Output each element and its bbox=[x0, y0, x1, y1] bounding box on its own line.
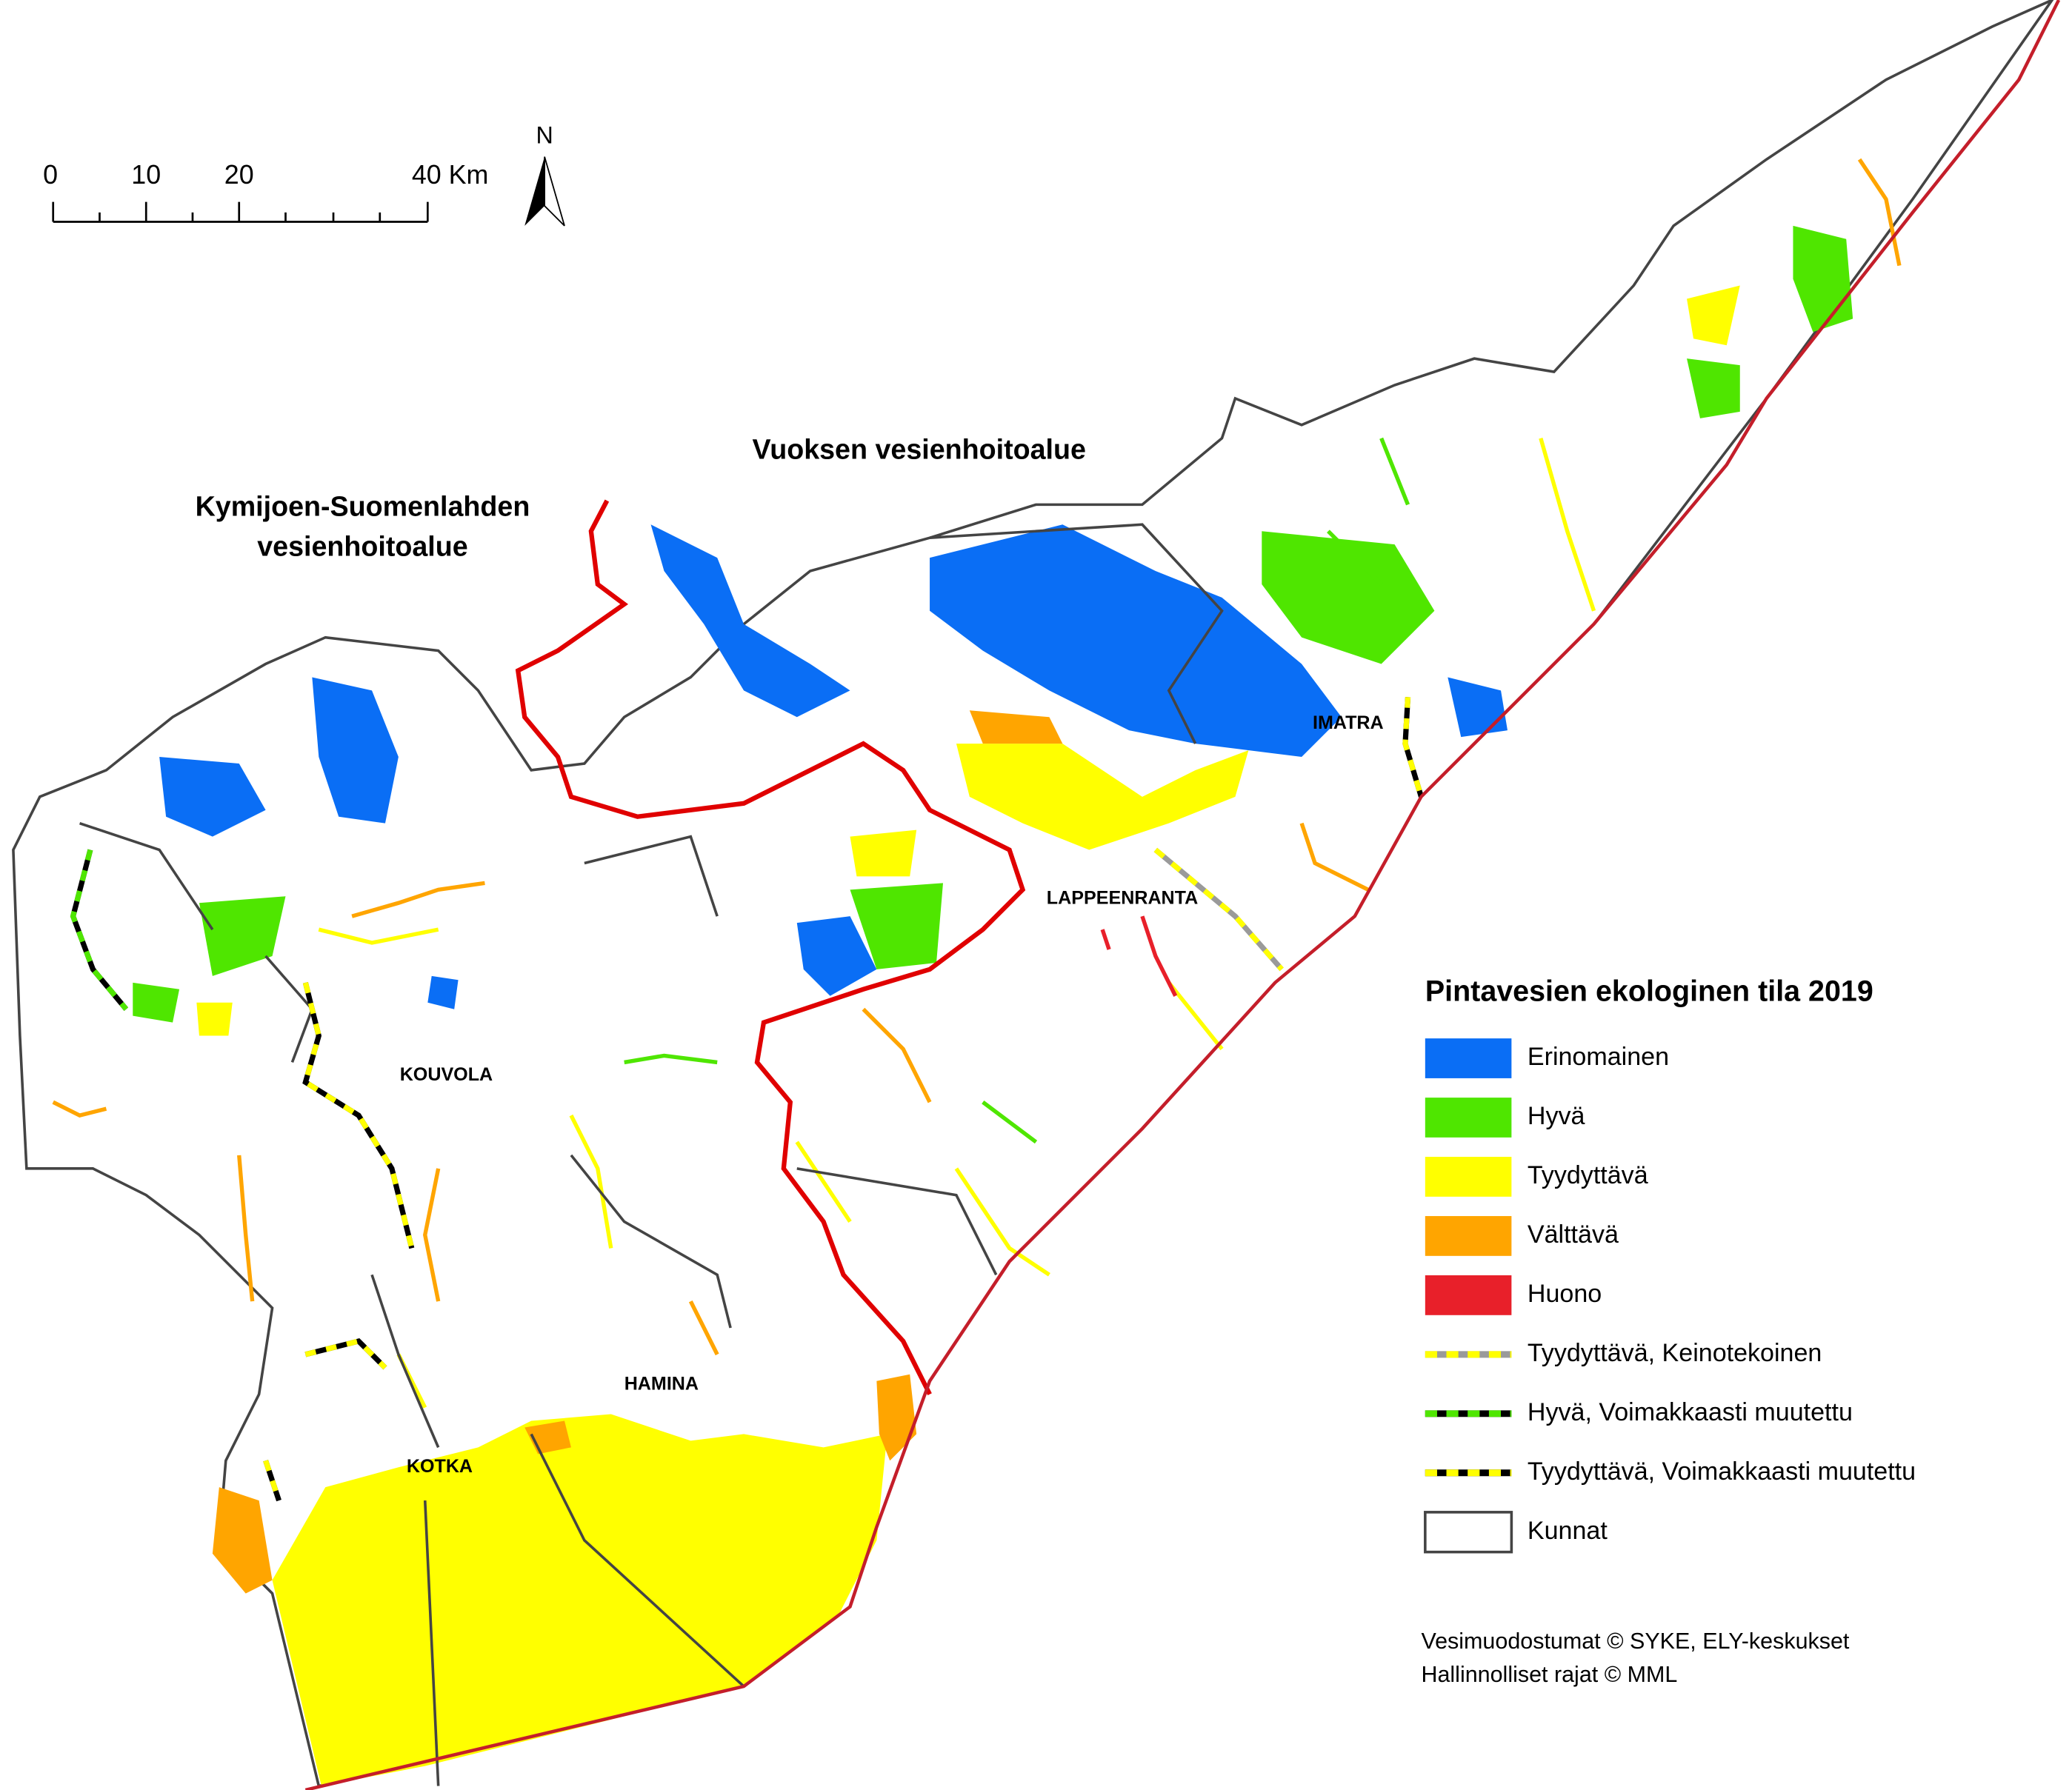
map-area bbox=[12, 0, 2061, 1790]
lake bbox=[650, 524, 850, 718]
place-label: KOTKA bbox=[407, 1456, 473, 1477]
river bbox=[1100, 915, 1178, 997]
lake bbox=[312, 677, 399, 824]
scale-ticks bbox=[52, 201, 429, 222]
legend-label: Tyydyttävä bbox=[1528, 1161, 1648, 1189]
scale-bar bbox=[52, 201, 429, 223]
lake bbox=[930, 524, 1342, 758]
lake-satisfactory bbox=[956, 744, 1249, 850]
place-label: IMATRA bbox=[1313, 712, 1384, 733]
legend-label: Hyvä, Voimakkaasti muutettu bbox=[1528, 1398, 1853, 1426]
north-label: N bbox=[536, 121, 553, 148]
lake bbox=[1448, 677, 1508, 738]
lake bbox=[159, 757, 266, 837]
canal-line bbox=[1153, 847, 1284, 972]
coastal-water bbox=[876, 1374, 917, 1461]
lake bbox=[796, 916, 877, 996]
lake-good bbox=[199, 896, 286, 976]
legend-swatch bbox=[1425, 1038, 1512, 1078]
lake-good bbox=[850, 883, 943, 969]
north-arrow bbox=[524, 156, 545, 226]
lake-satisfactory bbox=[196, 1002, 233, 1036]
modified-line bbox=[70, 849, 129, 1011]
lake-satisfactory bbox=[850, 829, 917, 877]
national-border bbox=[304, 0, 2061, 1790]
scale-label: 20 bbox=[224, 160, 254, 190]
place-label: KOUVOLA bbox=[400, 1064, 493, 1085]
legend-label: Huono bbox=[1528, 1280, 1602, 1308]
scale-label: 10 bbox=[131, 160, 161, 190]
basin-divide bbox=[515, 499, 1026, 1396]
lake-good bbox=[1262, 531, 1435, 664]
legend: Pintavesien ekologinen tila 2019 Erinoma… bbox=[1424, 975, 1916, 1554]
credit: Hallinnolliset rajat © MML bbox=[1421, 1662, 1677, 1687]
legend-swatch bbox=[1425, 1216, 1512, 1256]
legend-label: Välttävä bbox=[1528, 1220, 1619, 1249]
legend-label: Tyydyttävä, Voimakkaasti muutettu bbox=[1528, 1457, 1916, 1486]
legend-label: Hyvä bbox=[1528, 1102, 1585, 1130]
legend-swatch bbox=[1425, 1157, 1512, 1197]
river bbox=[52, 158, 1902, 1356]
legend-swatch bbox=[1425, 1098, 1512, 1138]
coastal-water bbox=[212, 1487, 273, 1594]
lake-good bbox=[133, 982, 180, 1023]
lake-satisfactory bbox=[1687, 285, 1740, 346]
river bbox=[318, 437, 1596, 1409]
river bbox=[624, 437, 1410, 1144]
legend-label: Kunnat bbox=[1528, 1517, 1608, 1545]
modified-line bbox=[263, 697, 1424, 1502]
scale-label: 0 bbox=[43, 160, 58, 190]
region-label: Vuoksen vesienhoitoalue bbox=[753, 434, 1086, 465]
north-arrow bbox=[544, 156, 565, 227]
region-label: Kymijoen-Suomenlahden bbox=[196, 491, 530, 522]
scale-label: 40 Km bbox=[412, 160, 489, 190]
credit: Vesimuodostumat © SYKE, ELY-keskukset bbox=[1421, 1629, 1849, 1654]
region-label: vesienhoitoalue bbox=[257, 530, 467, 561]
legend-label: Erinomainen bbox=[1528, 1043, 1669, 1071]
place-label: LAPPEENRANTA bbox=[1047, 888, 1198, 909]
legend-title: Pintavesien ekologinen tila 2019 bbox=[1425, 975, 1873, 1008]
legend-swatch bbox=[1425, 1275, 1512, 1315]
legend-swatch bbox=[1424, 1511, 1513, 1554]
lake-poor bbox=[969, 710, 1063, 744]
place-label: HAMINA bbox=[624, 1374, 699, 1395]
lake bbox=[427, 975, 459, 1009]
lake-good bbox=[1687, 358, 1740, 418]
legend-label: Tyydyttävä, Keinotekoinen bbox=[1528, 1339, 1822, 1367]
